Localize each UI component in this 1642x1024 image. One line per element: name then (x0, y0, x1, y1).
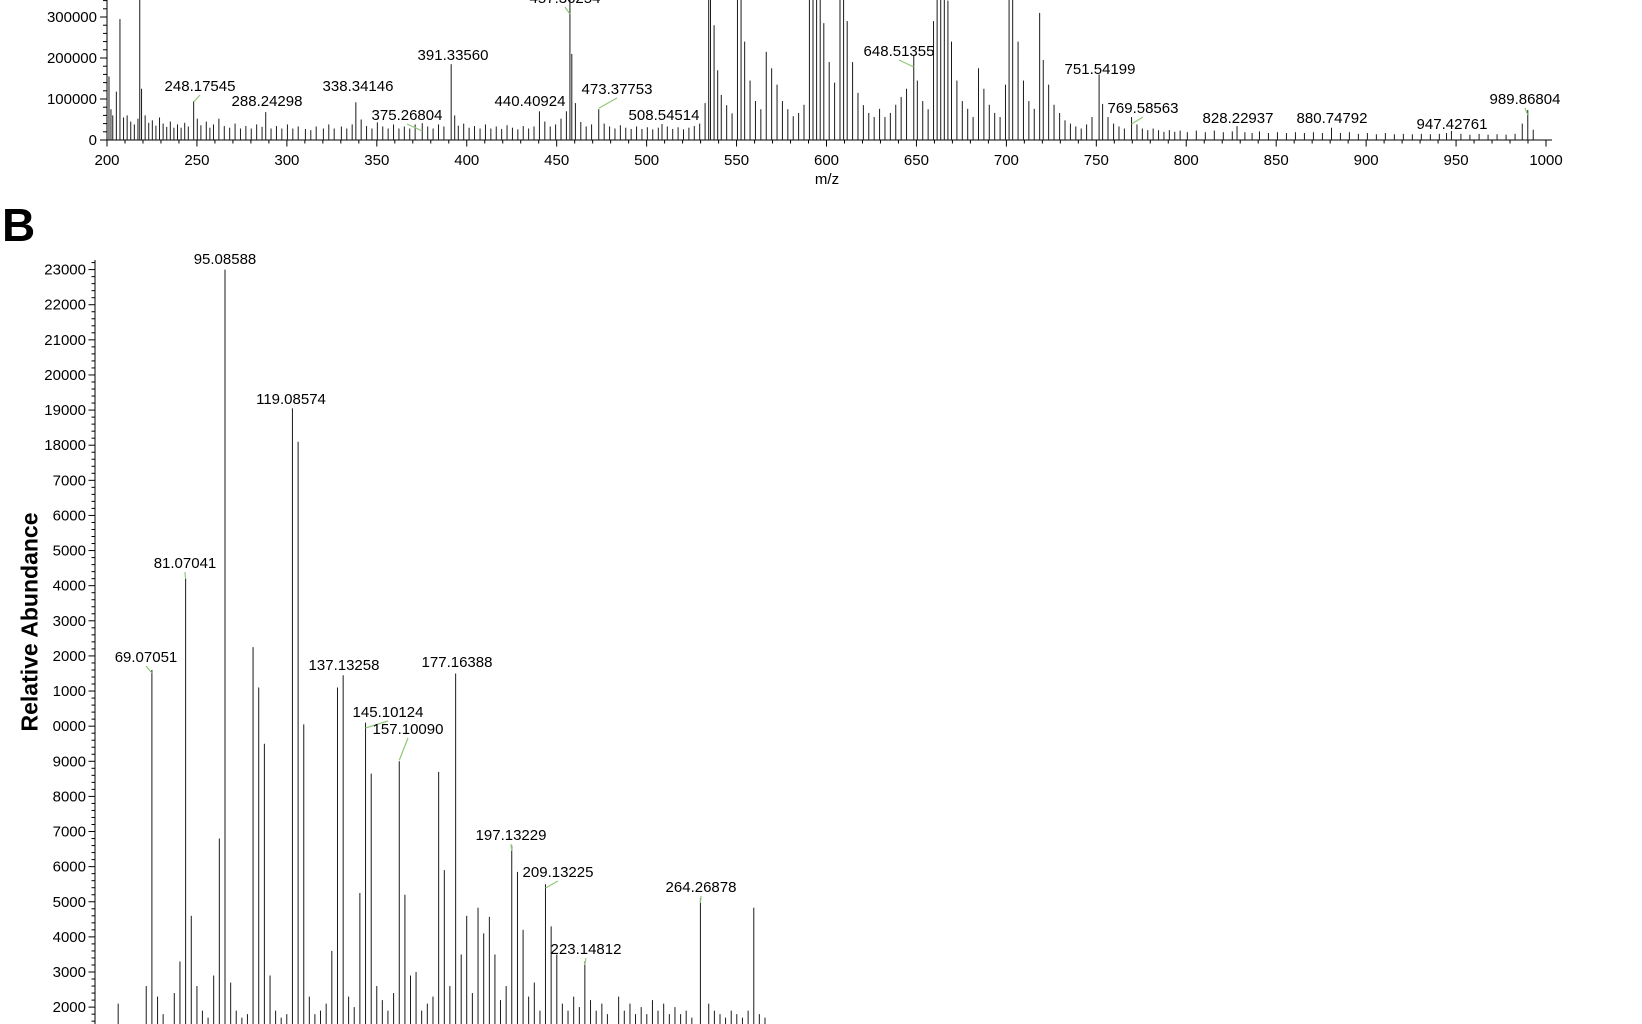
y-tick-label: 1000 (53, 683, 86, 700)
y-tick-label: 2000 (53, 999, 86, 1016)
label-leader-line (398, 737, 409, 761)
label-leader-line (699, 895, 702, 904)
x-tick-label: 450 (544, 152, 569, 169)
label-leader-line (145, 665, 153, 674)
y-tick-label: 2000 (53, 648, 86, 665)
x-tick-label: 700 (994, 152, 1019, 169)
y-tick-label: 100000 (47, 91, 97, 108)
peak-label: 989.86804 (1490, 91, 1561, 108)
peak-label: 137.13258 (309, 657, 380, 674)
label-leader-line (184, 571, 187, 580)
x-tick-label: 400 (454, 152, 479, 169)
label-leader-line (545, 880, 559, 889)
peak-label: 288.24298 (232, 93, 303, 110)
x-axis-title-a: m/z (815, 171, 839, 188)
peak-label: 95.08588 (194, 251, 257, 268)
x-tick-label: 500 (634, 152, 659, 169)
axis-labels-a: 0 100000 200000 300000 200 250 300 350 400 450 500… (47, 9, 1563, 188)
peak-label: 248.17545 (165, 78, 236, 95)
y-tick-label: 21000 (44, 332, 86, 349)
label-leader-line (365, 720, 389, 729)
y-tick-label: 7000 (53, 824, 86, 841)
peak-label: 375.26804 (372, 107, 443, 124)
x-tick-label: 600 (814, 152, 839, 169)
x-tick-label: 1000 (1529, 152, 1562, 169)
y-tick-label: 8000 (53, 788, 86, 805)
label-leader-line (406, 123, 423, 132)
peak-label: 828.22937 (1203, 110, 1274, 127)
label-leader-line (193, 94, 201, 103)
y-tick-label: 5000 (53, 894, 86, 911)
y-tick-label: 23000 (44, 262, 86, 279)
peak-labels-b: 69.07051 81.07041 95.08588 119.08574 137.132… (115, 251, 737, 966)
y-tick-label: 7000 (53, 472, 86, 489)
peak-label: 209.13225 (523, 864, 594, 881)
x-tick-label: 650 (904, 152, 929, 169)
peak-label: 264.26878 (666, 879, 737, 896)
x-tick-label: 550 (724, 152, 749, 169)
x-tick-label: 850 (1264, 152, 1289, 169)
peak-label: 157.10090 (373, 721, 444, 738)
peak-label: 197.13229 (476, 827, 547, 844)
peaks-a (108, 0, 1534, 140)
x-tick-label: 300 (274, 152, 299, 169)
y-tick-label: 200000 (47, 50, 97, 67)
peak-label: 473.37753 (582, 81, 653, 98)
x-tick-label: 200 (94, 152, 119, 169)
label-leader-line (898, 59, 915, 68)
y-tick-label: 3000 (53, 613, 86, 630)
y-tick-label: 19000 (44, 402, 86, 419)
mass-spectrum-chart-a: 0 100000 200000 300000 200 250 300 350 400 450 500… (47, 0, 1563, 188)
peaks-b (117, 269, 766, 1024)
label-leader-line (510, 843, 513, 852)
peak-label: 145.10124 (353, 704, 424, 721)
y-tick-label: 4000 (53, 578, 86, 595)
peak-label: 880.74792 (1297, 110, 1368, 127)
axis-labels-b: 23000 22000 21000 20000 19000 18000 7000 6000 50… (44, 262, 86, 1017)
peak-label: 391.33560 (418, 47, 489, 64)
y-tick-label: 20000 (44, 367, 86, 384)
peak-label: 119.08574 (256, 391, 326, 408)
panel-b-label: B (2, 199, 36, 251)
x-tick-label: 250 (184, 152, 209, 169)
x-tick-label: 350 (364, 152, 389, 169)
peak-label: 177.16388 (422, 654, 493, 671)
y-tick-label: 4000 (53, 929, 86, 946)
peak-label: 338.34146 (323, 78, 394, 95)
label-leader-line (1131, 116, 1144, 125)
mass-spectrum-chart-b: 23000 22000 21000 20000 19000 18000 7000 6000 50… (44, 251, 766, 1024)
y-tick-label: 5000 (53, 543, 86, 560)
x-tick-label: 750 (1084, 152, 1109, 169)
peak-label: 648.51355 (864, 43, 935, 60)
x-tick-label: 950 (1444, 152, 1469, 169)
peak-label: 457.36254 (530, 0, 601, 7)
axes-b (88, 260, 96, 1024)
peak-label: 69.07051 (115, 649, 178, 666)
y-tick-label: 22000 (44, 297, 86, 314)
y-tick-label: 0000 (53, 718, 86, 735)
y-tick-label: 3000 (53, 964, 86, 981)
y-tick-label: 6000 (53, 507, 86, 524)
peak-label: 440.40924 (495, 93, 566, 110)
peak-label: 947.42761 (1417, 116, 1488, 133)
y-tick-label: 9000 (53, 753, 86, 770)
y-tick-label: 0 (89, 132, 97, 149)
peak-label: 223.14812 (551, 941, 622, 958)
peak-label: 751.54199 (1065, 61, 1136, 78)
label-leader-line (1524, 107, 1529, 116)
label-leader-line (564, 6, 571, 15)
x-tick-label: 800 (1174, 152, 1199, 169)
peak-label: 508.54514 (629, 107, 700, 124)
x-tick-label: 900 (1354, 152, 1379, 169)
peak-label: 81.07041 (154, 555, 217, 572)
label-leader-line (598, 97, 618, 109)
y-tick-label: 300000 (47, 9, 97, 26)
y-tick-label: 6000 (53, 859, 86, 876)
peak-label: 769.58563 (1108, 100, 1179, 117)
label-leader-line (584, 957, 587, 966)
y-tick-label: 18000 (44, 437, 86, 454)
